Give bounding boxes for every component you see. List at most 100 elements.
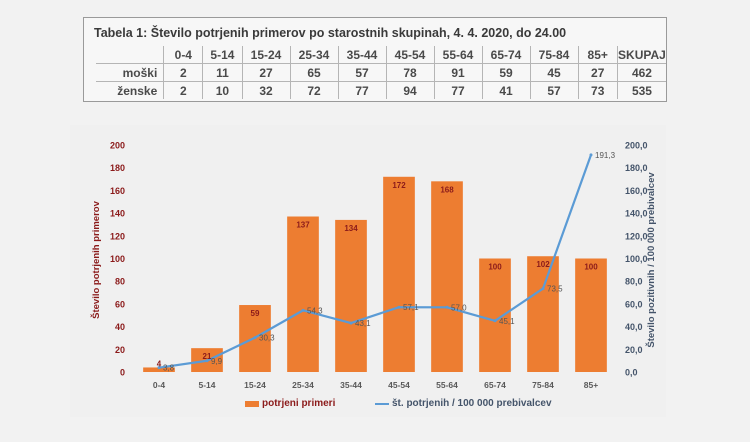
- table-cell: 94: [385, 81, 435, 99]
- table-header: 25-34: [289, 46, 339, 64]
- table-cell: 2: [163, 63, 203, 82]
- legend-label: potrjeni primeri: [262, 398, 336, 409]
- table-cell: 41: [481, 81, 531, 99]
- rate-point: [253, 336, 257, 340]
- table-header-row: 0-4 5-14 15-24 25-34 35-44 45-54 55-64 6…: [96, 46, 666, 64]
- line-value-label: 30,3: [259, 334, 275, 343]
- line-value-label: 9,9: [211, 357, 223, 366]
- line-value-label: 73,5: [547, 285, 563, 294]
- row-label: ženske: [117, 83, 158, 98]
- rate-point: [493, 319, 497, 323]
- line-value-label: 3,8: [163, 364, 175, 373]
- x-tick-label: 15-24: [244, 380, 266, 390]
- table-header: 5-14: [202, 46, 243, 64]
- rate-point: [157, 366, 161, 370]
- table-cell: 77: [433, 81, 483, 99]
- table-cell: 57: [529, 81, 579, 99]
- table-cell: 32: [241, 81, 291, 99]
- table-cell: 27: [241, 63, 291, 82]
- table-header: 35-44: [337, 46, 387, 64]
- y2-tick-label: 60,0: [625, 299, 643, 309]
- rate-point: [349, 321, 353, 325]
- table-cell: 65: [289, 63, 339, 82]
- cases-table-panel: Tabela 1: Število potrjenih primerov po …: [83, 17, 667, 102]
- y-tick-label: 60: [115, 299, 125, 309]
- legend-bar-swatch: [245, 400, 259, 407]
- bars: [143, 176, 607, 372]
- table-header: 75-84: [529, 46, 579, 64]
- y2-tick-label: 80,0: [625, 277, 643, 287]
- y-tick-label: 120: [110, 231, 125, 241]
- legend-item-line: št. potrjenih / 100 000 prebivalcev: [375, 398, 552, 409]
- table-cell: 73: [577, 81, 618, 99]
- table-header: 15-24: [241, 46, 291, 64]
- rate-line: [157, 153, 593, 370]
- bar-value-label: 100: [584, 263, 598, 272]
- line-value-label: 57,1: [403, 303, 419, 312]
- y-tick-label: 20: [115, 345, 125, 355]
- table-cell: 10: [202, 81, 243, 99]
- table-cell: 78: [385, 63, 435, 82]
- row-label: moški: [96, 63, 164, 82]
- table-corner: [96, 46, 164, 64]
- bar: [143, 367, 175, 372]
- bar-value-label: 21: [203, 352, 212, 361]
- bar-value-label: 168: [440, 185, 454, 194]
- y2-tick-label: 200,0: [625, 141, 648, 151]
- y2-tick-label: 0,0: [625, 368, 638, 378]
- bar: [335, 219, 367, 372]
- y2-tick-label: 180,0: [625, 163, 648, 173]
- x-tick-label: 5-14: [198, 380, 215, 390]
- y2-axis-title: Število pozitivnih / 100 000 prebivalcev: [645, 172, 657, 348]
- rate-point: [301, 308, 305, 312]
- line-value-label: 43,1: [355, 319, 371, 328]
- line-labels: 3,8 9,9 30,3 54,3 43,1 57,1 57,0 45,1 73,5 191,3: [163, 151, 616, 373]
- y-tick-label: 40: [115, 322, 125, 332]
- bar-value-label: 172: [392, 181, 406, 190]
- rate-point: [541, 287, 545, 291]
- table-header: 85+: [577, 46, 618, 64]
- y-tick-label: 80: [115, 277, 125, 287]
- y-tick-label: 200: [110, 141, 125, 151]
- bar: [431, 181, 463, 372]
- bar-value-label: 137: [296, 221, 310, 230]
- bar-value-label: 100: [488, 263, 502, 272]
- bar: [287, 216, 319, 372]
- table-header: SKUPAJ: [616, 46, 666, 64]
- y2-tick-label: 100,0: [625, 254, 648, 264]
- bar: [527, 256, 559, 372]
- table-cell: 535: [616, 81, 666, 99]
- y-tick-label: 100: [110, 254, 125, 264]
- line-value-label: 191,3: [595, 151, 616, 160]
- bar: [383, 176, 415, 372]
- x-tick-label: 65-74: [484, 380, 506, 390]
- y-tick-label: 180: [110, 163, 125, 173]
- table-cell: 462: [616, 63, 666, 82]
- table-cell: 2: [163, 81, 203, 99]
- bar: [575, 258, 607, 372]
- table-row: ženske 2 10 32 72 77 94 77 41 57 73 535: [96, 81, 666, 99]
- table-cell: 77: [337, 81, 387, 99]
- bar-value-label: 134: [344, 224, 358, 233]
- line-value-label: 45,1: [499, 317, 515, 326]
- table-header: 65-74: [481, 46, 531, 64]
- table-cell: 11: [202, 63, 243, 82]
- y-tick-label: 160: [110, 186, 125, 196]
- left-axis-ticks: 0 20 40 60 80 100 120 140 160 180 200: [110, 141, 125, 378]
- y2-tick-label: 40,0: [625, 322, 643, 332]
- legend-label: št. potrjenih / 100 000 prebivalcev: [392, 398, 552, 409]
- table-cell: 27: [577, 63, 618, 82]
- y-axis-title: Število potrjenih primerov: [90, 200, 102, 318]
- rate-point: [205, 359, 209, 363]
- bar-value-label: 102: [536, 260, 550, 269]
- y-tick-label: 140: [110, 209, 125, 219]
- legend-line-swatch: [375, 402, 389, 405]
- rate-point: [589, 153, 593, 157]
- rate-point: [445, 305, 449, 309]
- line-value-label: 57,0: [451, 303, 467, 312]
- y2-tick-label: 160,0: [625, 186, 648, 196]
- cases-table: 0-4 5-14 15-24 25-34 35-44 45-54 55-64 6…: [96, 46, 666, 99]
- right-axis-ticks: 0,0 20,0 40,0 60,0 80,0 100,0 120,0 140,0 160,0 1…: [625, 141, 648, 378]
- legend-item-bars: potrjeni primeri: [245, 398, 335, 409]
